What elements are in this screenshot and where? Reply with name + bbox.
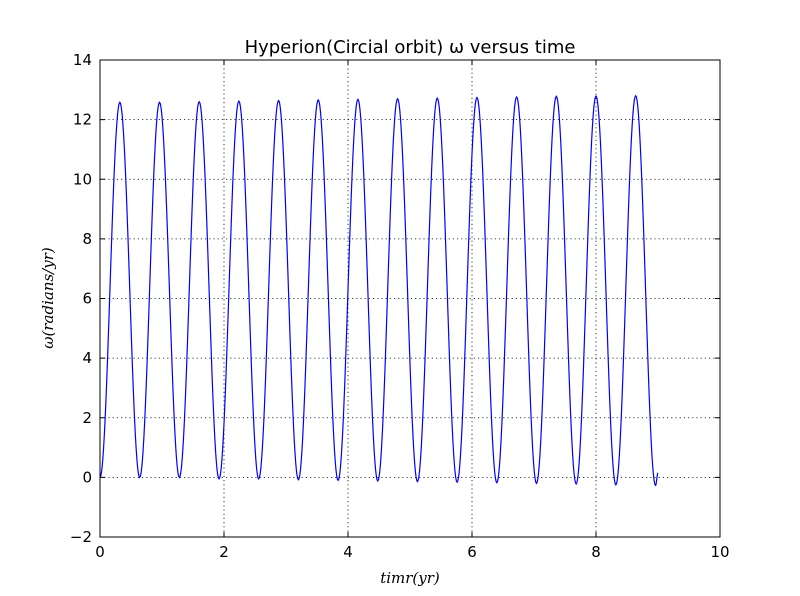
y-tick-label: 8: [82, 230, 92, 248]
x-tick-label: 10: [710, 543, 729, 561]
y-axis-label: ω(radians/yr): [39, 247, 57, 349]
x-tick-label: 0: [95, 543, 105, 561]
grid: [100, 60, 720, 537]
x-tick-label: 6: [467, 543, 477, 561]
x-tick-label: 4: [343, 543, 353, 561]
y-tick-label: 0: [82, 468, 92, 486]
chart-title: Hyperion(Circial orbit) ω versus time: [245, 37, 576, 58]
y-tick-label: 12: [73, 111, 92, 129]
y-tick-label: 4: [82, 349, 92, 367]
y-tick-label: −2: [70, 528, 92, 546]
y-tick-label: 6: [82, 290, 92, 308]
x-tick-label: 2: [219, 543, 229, 561]
series-line-omega: [99, 94, 659, 487]
ticks: [99, 59, 721, 538]
y-tick-label: 10: [73, 170, 92, 188]
y-tick-label: 2: [82, 409, 92, 427]
x-axis-label: timr(yr): [380, 569, 440, 587]
x-tick-label: 8: [591, 543, 601, 561]
y-tick-label: 14: [73, 51, 92, 69]
